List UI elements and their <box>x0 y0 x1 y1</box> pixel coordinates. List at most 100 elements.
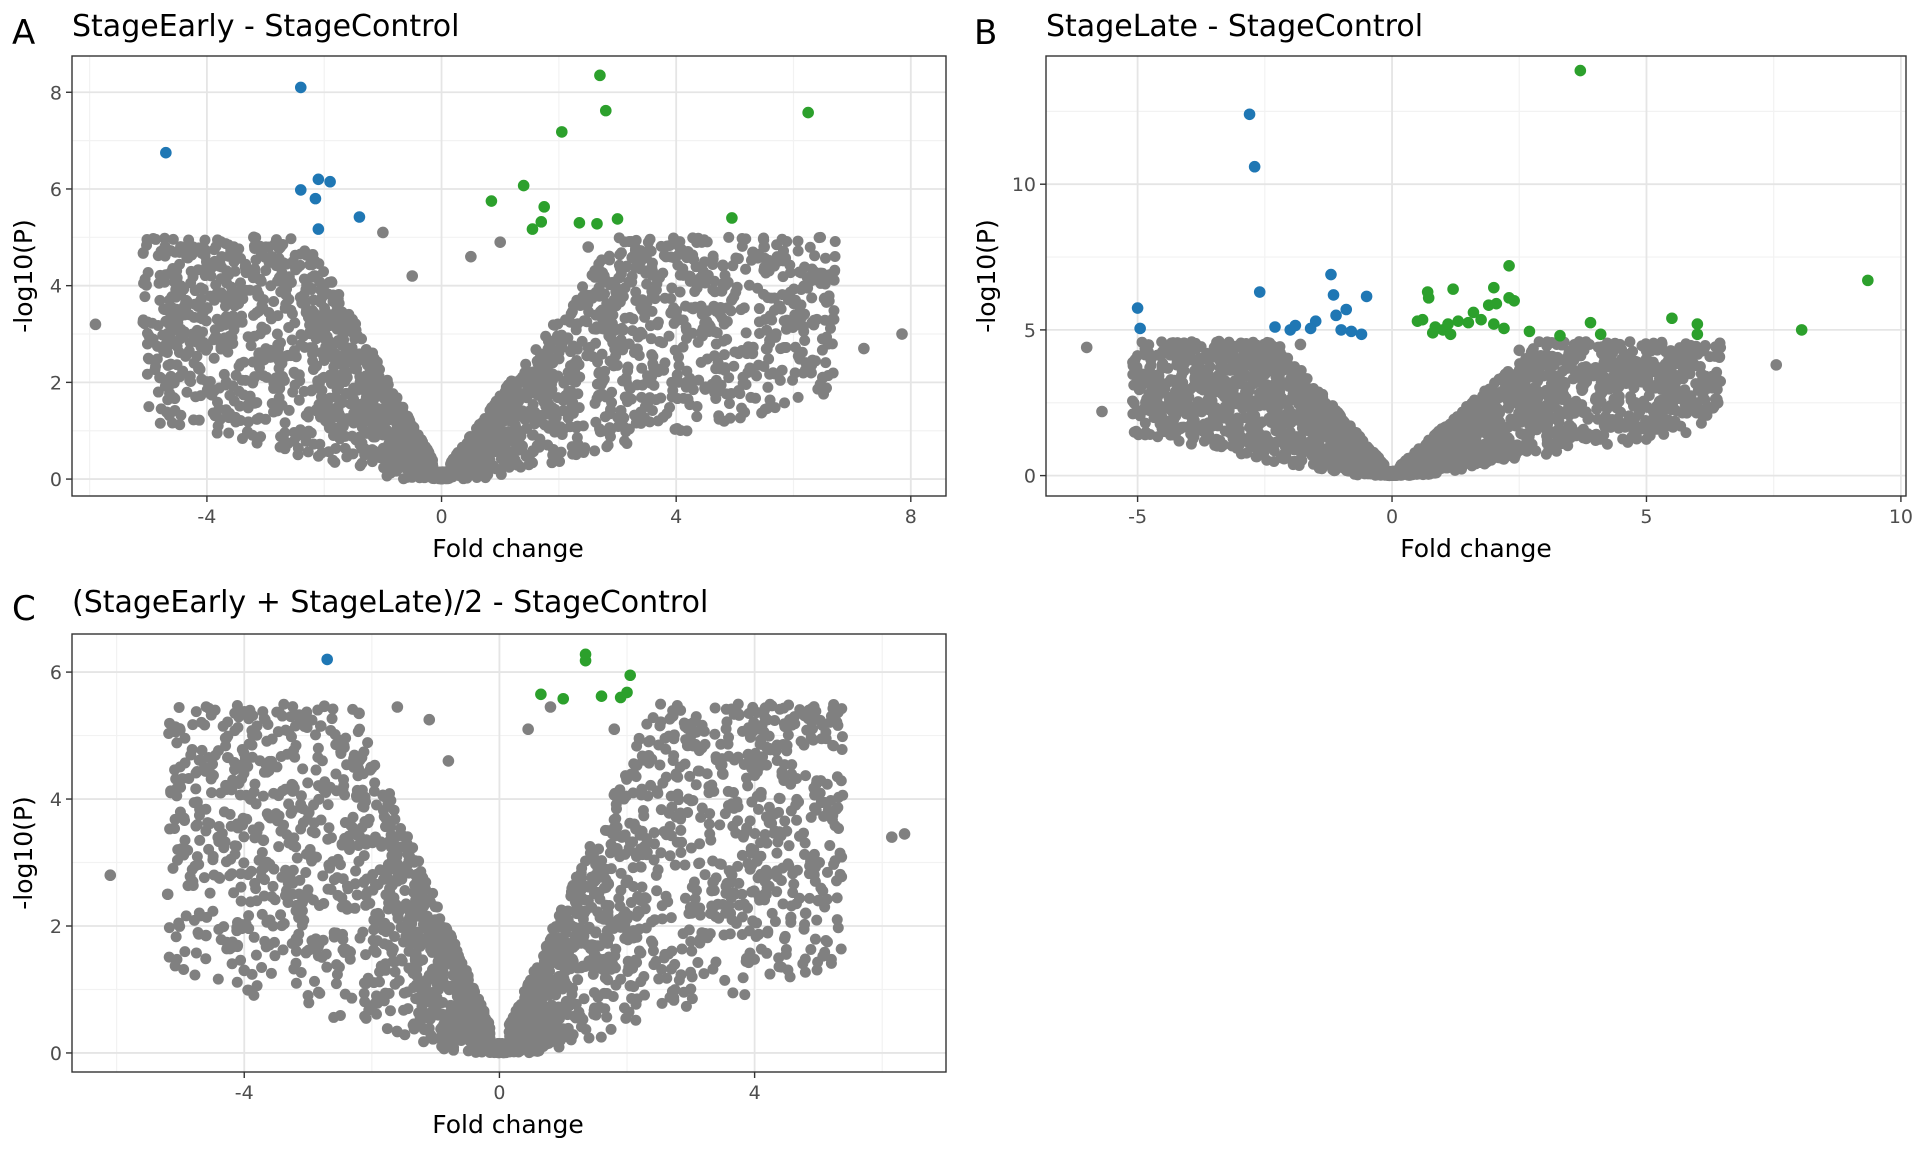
data-point-ns <box>174 371 186 383</box>
data-point-ns <box>309 270 321 282</box>
data-point-ns <box>1320 397 1332 409</box>
data-point-ns <box>319 326 331 338</box>
data-point-ns <box>1128 397 1140 409</box>
data-point-ns <box>143 353 155 365</box>
data-point-ns <box>620 376 632 388</box>
data-point-ns <box>590 416 602 428</box>
data-point-ns <box>692 336 704 348</box>
data-point-ns <box>155 245 167 257</box>
data-point-ns <box>154 269 166 281</box>
data-point-ns <box>549 403 561 415</box>
data-point-ns <box>739 406 751 418</box>
data-point-ns <box>534 415 546 427</box>
data-point-ns <box>826 338 838 350</box>
data-point-ns <box>709 350 721 362</box>
data-point-ns <box>366 444 378 456</box>
data-point-ns <box>792 235 804 247</box>
y-tick-label: 4 <box>50 276 62 298</box>
data-point-ns <box>486 401 498 413</box>
data-point-ns <box>717 260 729 272</box>
data-point-ns <box>271 405 283 417</box>
data-point-ns <box>619 236 631 248</box>
data-point-ns <box>349 363 361 375</box>
data-point-ns <box>332 400 344 412</box>
data-point-ns <box>520 358 532 370</box>
data-point-ns <box>636 391 648 403</box>
data-point-ns <box>1558 354 1570 366</box>
data-point-ns <box>154 371 166 384</box>
data-point-ns <box>622 361 634 373</box>
panel-title: StageLate - StageControl <box>1046 9 1423 44</box>
data-point-ns <box>1659 358 1671 370</box>
data-point-ns <box>228 256 240 268</box>
data-point-ns <box>252 290 264 302</box>
data-point-ns <box>1153 370 1165 382</box>
data-point-ns <box>1634 372 1646 384</box>
data-point-ns <box>1601 438 1613 450</box>
data-point-ns <box>227 310 239 322</box>
data-point-ns <box>808 314 820 326</box>
data-point-ns <box>596 348 608 360</box>
data-point-ns <box>1551 338 1563 350</box>
data-point-ns <box>365 425 377 437</box>
data-point-ns <box>787 374 799 386</box>
data-point-ns <box>253 412 265 424</box>
data-point-ns <box>146 317 158 329</box>
data-point-ns <box>201 376 213 388</box>
data-point-ns <box>140 279 152 291</box>
data-point-ns <box>397 452 409 464</box>
data-point-down <box>294 81 307 94</box>
data-point-ns <box>193 242 205 254</box>
data-point-ns <box>1184 349 1196 361</box>
data-point-ns <box>180 301 192 313</box>
data-point-ns <box>669 423 681 435</box>
data-point-ns <box>1311 406 1323 418</box>
data-point-ns <box>746 347 759 360</box>
data-point-ns <box>202 341 214 353</box>
data-point-ns <box>896 328 908 340</box>
y-tick-label: 8 <box>50 82 62 104</box>
data-point-ns <box>606 386 618 398</box>
data-point-ns <box>571 420 583 432</box>
data-point-ns <box>802 282 814 294</box>
data-point-ns <box>598 311 610 323</box>
data-point-ns <box>1480 411 1492 423</box>
data-point-ns <box>269 238 281 250</box>
data-point-ns <box>1185 428 1197 440</box>
data-point-ns <box>687 384 699 396</box>
data-point-ns <box>318 406 330 418</box>
data-point-ns <box>819 292 831 304</box>
data-point-ns <box>447 453 459 465</box>
x-tick-label: 8 <box>905 506 917 528</box>
data-point-ns <box>636 362 648 374</box>
data-point-ns <box>567 407 579 419</box>
data-point-ns <box>713 410 725 422</box>
data-point-up <box>802 106 814 119</box>
data-point-ns <box>778 315 790 327</box>
data-point-ns <box>547 449 559 461</box>
data-point-ns <box>564 392 576 404</box>
data-point-ns <box>1202 394 1214 406</box>
data-point-ns <box>1190 341 1202 353</box>
data-point-ns <box>298 273 310 285</box>
major-grid <box>1046 56 1906 496</box>
x-tick-label: -4 <box>197 506 216 528</box>
data-point-ns <box>604 431 616 443</box>
data-point-ns <box>1515 416 1527 428</box>
data-point-ns <box>576 335 588 347</box>
data-point-ns <box>295 329 307 341</box>
data-point-ns <box>657 267 669 279</box>
data-point-ns <box>723 397 735 409</box>
data-point-ns <box>348 407 360 419</box>
data-point-ns <box>527 445 539 457</box>
plot-frame <box>71 55 947 497</box>
data-point-ns <box>1681 349 1693 361</box>
data-point-ns <box>89 318 102 331</box>
data-point-ns <box>737 377 749 389</box>
data-point-ns <box>772 255 784 267</box>
data-point-ns <box>210 241 222 253</box>
data-point-ns <box>1156 336 1168 348</box>
data-point-ns <box>298 289 310 301</box>
data-point-ns <box>1695 417 1707 429</box>
